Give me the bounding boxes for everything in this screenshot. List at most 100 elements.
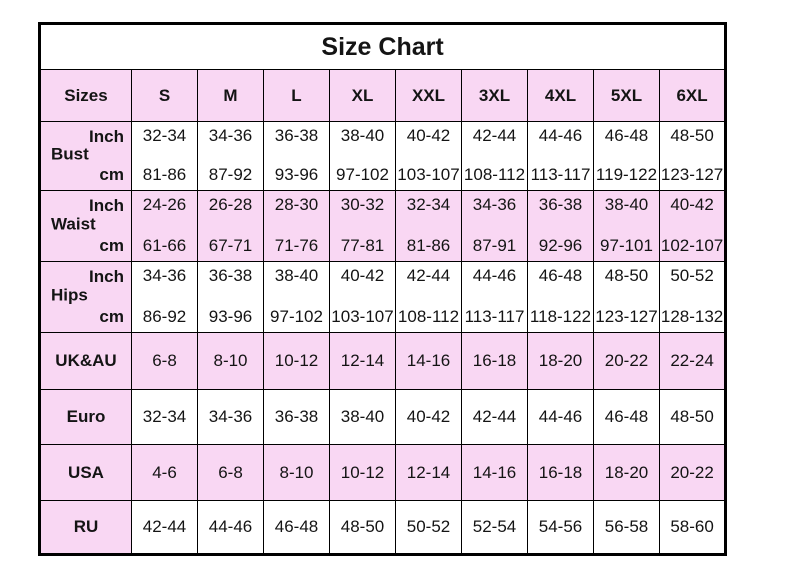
size-chart-table: Size Chart Sizes S M L XL XXL 3XL 4XL 5X…: [38, 22, 728, 556]
bust-inch-value: 36-38: [274, 126, 319, 145]
waist-value-cell: 26-28 67-71: [197, 190, 264, 262]
hips-label: Hips: [51, 285, 88, 305]
header-size-5xl: 5XL: [593, 69, 660, 122]
header-row: Sizes S M L XL XXL 3XL 4XL 5XL 6XL: [39, 69, 727, 122]
hips-value-cell: 38-40 97-102: [263, 261, 330, 333]
ru-value-cell: 46-48: [263, 500, 330, 555]
waist-row: Waist Inch cm 24-26 61-66 26-28 67-71 28-3…: [39, 190, 727, 262]
page-title: Size Chart: [38, 23, 727, 70]
header-size-3xl: 3XL: [461, 69, 528, 122]
ru-label: RU: [39, 500, 132, 555]
cm-unit-label: cm: [99, 165, 124, 184]
waist-cm-value: 97-101: [600, 236, 653, 255]
ru-value-cell: 44-46: [197, 500, 264, 555]
header-size-6xl: 6XL: [658, 69, 727, 122]
waist-value-cell: 24-26 61-66: [131, 190, 198, 262]
bust-value-cell: 48-50 123-127: [658, 121, 727, 191]
waist-cm-value: 67-71: [208, 236, 253, 255]
ukau-value-cell: 6-8: [131, 332, 198, 390]
bust-cm-value: 119-122: [595, 165, 658, 184]
usa-value-cell: 14-16: [461, 444, 528, 501]
ukau-value-cell: 14-16: [395, 332, 462, 390]
hips-value-cell: 46-48 118-122: [527, 261, 594, 333]
header-size-s: S: [131, 69, 198, 122]
usa-value-cell: 16-18: [527, 444, 594, 501]
waist-inch-value: 26-28: [208, 195, 253, 214]
waist-label-cell: Waist Inch cm: [39, 190, 132, 262]
bust-inch-value: 48-50: [670, 126, 714, 145]
ru-value-cell: 54-56: [527, 500, 594, 555]
hips-value-cell: 48-50 123-127: [593, 261, 660, 333]
euro-row: Euro 32-34 34-36 36-38 38-40 40-42 42-44…: [39, 389, 727, 445]
usa-value-cell: 18-20: [593, 444, 660, 501]
hips-value-cell: 44-46 113-117: [461, 261, 528, 333]
waist-value-cell: 38-40 97-101: [593, 190, 660, 262]
ru-value-cell: 42-44: [131, 500, 198, 555]
ukau-label: UK&AU: [39, 332, 132, 390]
hips-inch-value: 34-36: [142, 266, 187, 285]
ukau-value-cell: 8-10: [197, 332, 264, 390]
hips-inch-value: 44-46: [472, 266, 517, 285]
ukau-row: UK&AU 6-8 8-10 10-12 12-14 14-16 16-18 1…: [39, 332, 727, 390]
hips-value-cell: 50-52 128-132: [658, 261, 727, 333]
usa-row: USA 4-6 6-8 8-10 10-12 12-14 14-16 16-18…: [39, 444, 727, 501]
usa-value-cell: 20-22: [658, 444, 727, 501]
hips-cm-value: 113-117: [464, 307, 525, 326]
euro-value-cell: 40-42: [395, 389, 462, 445]
bust-inch-value: 46-48: [604, 126, 649, 145]
waist-cm-value: 92-96: [538, 236, 583, 255]
waist-value-cell: 36-38 92-96: [527, 190, 594, 262]
euro-value-cell: 42-44: [461, 389, 528, 445]
waist-inch-value: 30-32: [340, 195, 385, 214]
size-chart-container: Size Chart Sizes S M L XL XXL 3XL 4XL 5X…: [38, 22, 728, 556]
ukau-value-cell: 20-22: [593, 332, 660, 390]
header-sizes-label: Sizes: [39, 69, 132, 122]
euro-value-cell: 32-34: [131, 389, 198, 445]
hips-value-cell: 40-42 103-107: [329, 261, 396, 333]
usa-value-cell: 6-8: [197, 444, 264, 501]
ukau-value-cell: 16-18: [461, 332, 528, 390]
usa-value-cell: 8-10: [263, 444, 330, 501]
ukau-value-cell: 22-24: [658, 332, 727, 390]
usa-value-cell: 12-14: [395, 444, 462, 501]
bust-cm-value: 87-92: [208, 165, 253, 184]
hips-inch-value: 50-52: [670, 266, 714, 285]
bust-value-cell: 46-48 119-122: [593, 121, 660, 191]
waist-cm-value: 87-91: [472, 236, 517, 255]
header-size-4xl: 4XL: [527, 69, 594, 122]
ru-value-cell: 48-50: [329, 500, 396, 555]
hips-cm-value: 103-107: [331, 307, 394, 326]
bust-inch-value: 34-36: [208, 126, 253, 145]
bust-value-cell: 44-46 113-117: [527, 121, 594, 191]
waist-inch-value: 36-38: [538, 195, 583, 214]
header-size-l: L: [263, 69, 330, 122]
hips-inch-value: 36-38: [208, 266, 253, 285]
bust-inch-value: 42-44: [472, 126, 517, 145]
waist-inch-value: 38-40: [604, 195, 649, 214]
ukau-value-cell: 18-20: [527, 332, 594, 390]
euro-value-cell: 46-48: [593, 389, 660, 445]
hips-inch-value: 38-40: [274, 266, 319, 285]
bust-cm-value: 108-112: [463, 165, 526, 184]
inch-unit-label: Inch: [89, 196, 124, 215]
bust-cm-value: 93-96: [274, 165, 319, 184]
bust-label: Bust: [51, 144, 89, 164]
cm-unit-label: cm: [99, 236, 124, 255]
ru-value-cell: 50-52: [395, 500, 462, 555]
title-row: Size Chart: [38, 23, 727, 70]
usa-value-cell: 4-6: [131, 444, 198, 501]
waist-value-cell: 40-42 102-107: [658, 190, 727, 262]
hips-cm-value: 123-127: [595, 307, 658, 326]
hips-row: Hips Inch cm 34-36 86-92 36-38 93-96 38-40…: [39, 261, 727, 333]
euro-value-cell: 38-40: [329, 389, 396, 445]
waist-value-cell: 32-34 81-86: [395, 190, 462, 262]
hips-label-cell: Hips Inch cm: [39, 261, 132, 333]
bust-cm-value: 103-107: [397, 165, 460, 184]
waist-cm-value: 77-81: [340, 236, 385, 255]
bust-cm-value: 113-117: [530, 165, 591, 184]
waist-cm-value: 81-86: [406, 236, 451, 255]
cm-unit-label: cm: [99, 307, 124, 326]
bust-row: Bust Inch cm 32-34 81-86 34-36 87-92 36-38…: [39, 121, 727, 191]
hips-cm-value: 118-122: [529, 307, 592, 326]
bust-value-cell: 34-36 87-92: [197, 121, 264, 191]
